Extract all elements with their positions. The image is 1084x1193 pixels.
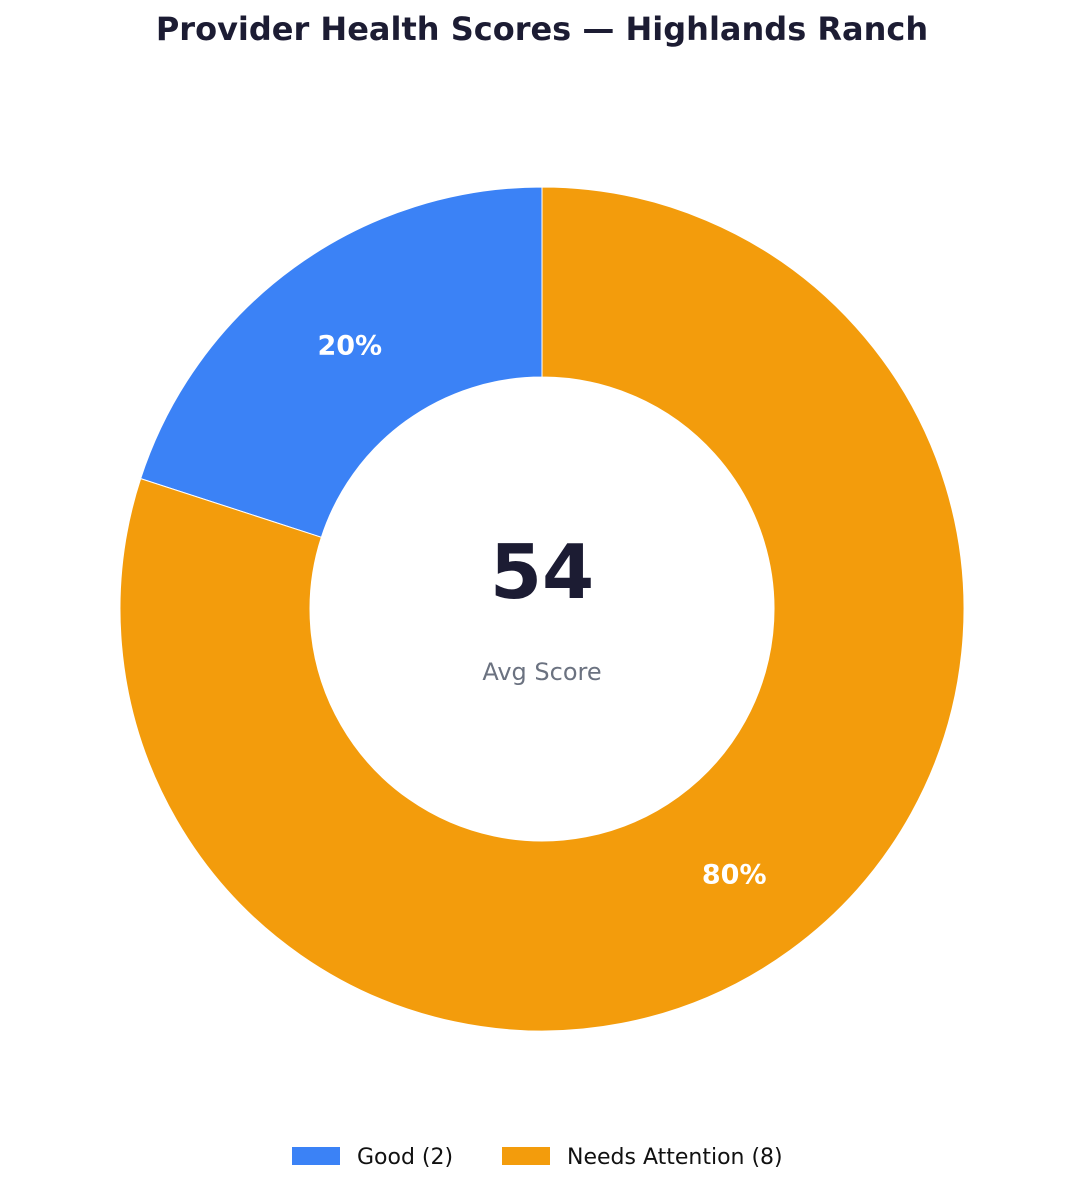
center-score-caption: Avg Score bbox=[482, 658, 601, 686]
center-score-value: 54 bbox=[490, 528, 594, 616]
slice-label-good: 20% bbox=[317, 330, 382, 361]
legend-label-needs-attention: Needs Attention (8) bbox=[567, 1145, 783, 1170]
legend-swatch-needs-attention bbox=[502, 1147, 550, 1165]
slice-label-needs-attention: 80% bbox=[702, 860, 767, 891]
slice-good bbox=[140, 186, 543, 538]
slice-labels: 20% 80% bbox=[317, 330, 766, 890]
donut-slices bbox=[119, 186, 965, 1032]
legend: Good (2) Needs Attention (8) bbox=[292, 1145, 783, 1170]
legend-swatch-good bbox=[292, 1147, 340, 1165]
slice-needs-attention bbox=[119, 186, 965, 1032]
legend-label-good: Good (2) bbox=[357, 1145, 453, 1170]
chart-title: Provider Health Scores — Highlands Ranch bbox=[156, 10, 928, 48]
